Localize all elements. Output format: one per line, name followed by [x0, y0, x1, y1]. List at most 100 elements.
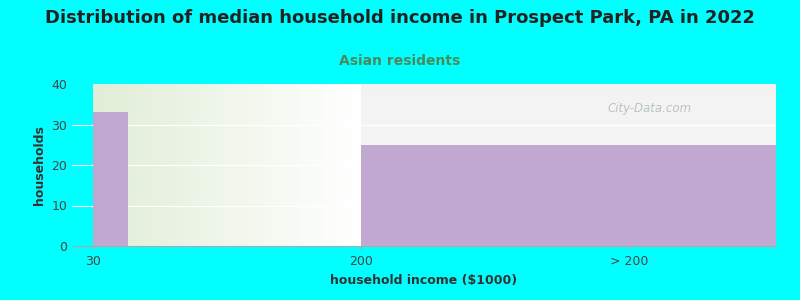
Bar: [361, 191, 776, 193]
Bar: [128, 84, 130, 246]
Bar: [361, 92, 776, 94]
Bar: [231, 84, 233, 246]
Bar: [183, 84, 185, 246]
Bar: [357, 84, 358, 246]
Bar: [251, 84, 253, 246]
Bar: [227, 84, 229, 246]
Bar: [207, 84, 209, 246]
Bar: [361, 226, 776, 228]
Bar: [361, 199, 776, 201]
Bar: [329, 84, 330, 246]
Bar: [151, 84, 152, 246]
Bar: [138, 84, 139, 246]
Bar: [171, 84, 172, 246]
Bar: [189, 84, 190, 246]
Bar: [322, 84, 324, 246]
Y-axis label: households: households: [33, 125, 46, 205]
Bar: [301, 84, 302, 246]
Bar: [175, 84, 176, 246]
Bar: [361, 142, 776, 144]
Bar: [361, 244, 776, 246]
Bar: [333, 84, 334, 246]
Bar: [115, 84, 116, 246]
Bar: [289, 84, 290, 246]
Bar: [112, 84, 114, 246]
Bar: [361, 145, 776, 246]
Bar: [201, 84, 202, 246]
Bar: [361, 241, 776, 243]
Bar: [241, 84, 242, 246]
Bar: [361, 207, 776, 209]
Bar: [337, 84, 338, 246]
Bar: [116, 84, 118, 246]
Bar: [361, 239, 776, 241]
Bar: [181, 84, 182, 246]
Bar: [361, 204, 776, 206]
Bar: [309, 84, 310, 246]
Bar: [302, 84, 303, 246]
Bar: [136, 84, 138, 246]
Bar: [361, 201, 776, 202]
Bar: [318, 84, 320, 246]
Bar: [361, 137, 776, 139]
Bar: [205, 84, 206, 246]
Bar: [361, 107, 776, 108]
Bar: [361, 206, 776, 207]
Bar: [187, 84, 189, 246]
Bar: [255, 84, 257, 246]
Bar: [314, 84, 315, 246]
Bar: [361, 99, 776, 100]
Bar: [242, 84, 243, 246]
Bar: [119, 84, 120, 246]
Bar: [156, 84, 158, 246]
Bar: [361, 235, 776, 236]
Text: Distribution of median household income in Prospect Park, PA in 2022: Distribution of median household income …: [45, 9, 755, 27]
Bar: [361, 209, 776, 210]
Bar: [197, 84, 198, 246]
Bar: [361, 194, 776, 196]
Bar: [267, 84, 269, 246]
Bar: [206, 84, 207, 246]
Bar: [132, 84, 134, 246]
Bar: [144, 84, 146, 246]
Bar: [330, 84, 332, 246]
Bar: [361, 197, 776, 199]
Bar: [332, 84, 333, 246]
Bar: [130, 84, 131, 246]
Bar: [279, 84, 281, 246]
Bar: [361, 118, 776, 120]
Bar: [317, 84, 318, 246]
Bar: [211, 84, 213, 246]
Bar: [298, 84, 299, 246]
Bar: [361, 110, 776, 112]
Bar: [361, 97, 776, 99]
Bar: [221, 84, 222, 246]
Bar: [361, 236, 776, 238]
Bar: [287, 84, 289, 246]
Bar: [293, 84, 294, 246]
Bar: [361, 158, 776, 160]
Bar: [139, 84, 140, 246]
Bar: [294, 84, 295, 246]
Bar: [219, 84, 221, 246]
Bar: [361, 214, 776, 215]
Bar: [257, 84, 258, 246]
Bar: [191, 84, 193, 246]
Bar: [361, 147, 776, 149]
Bar: [361, 210, 776, 212]
Bar: [303, 84, 305, 246]
Bar: [321, 84, 322, 246]
Bar: [263, 84, 265, 246]
Bar: [142, 84, 143, 246]
Bar: [361, 173, 776, 175]
Bar: [214, 84, 215, 246]
Bar: [195, 84, 197, 246]
Bar: [229, 84, 230, 246]
Bar: [174, 84, 175, 246]
Bar: [217, 84, 218, 246]
Bar: [361, 84, 776, 86]
Bar: [275, 84, 277, 246]
Bar: [271, 84, 273, 246]
Bar: [273, 84, 274, 246]
Bar: [361, 141, 776, 142]
